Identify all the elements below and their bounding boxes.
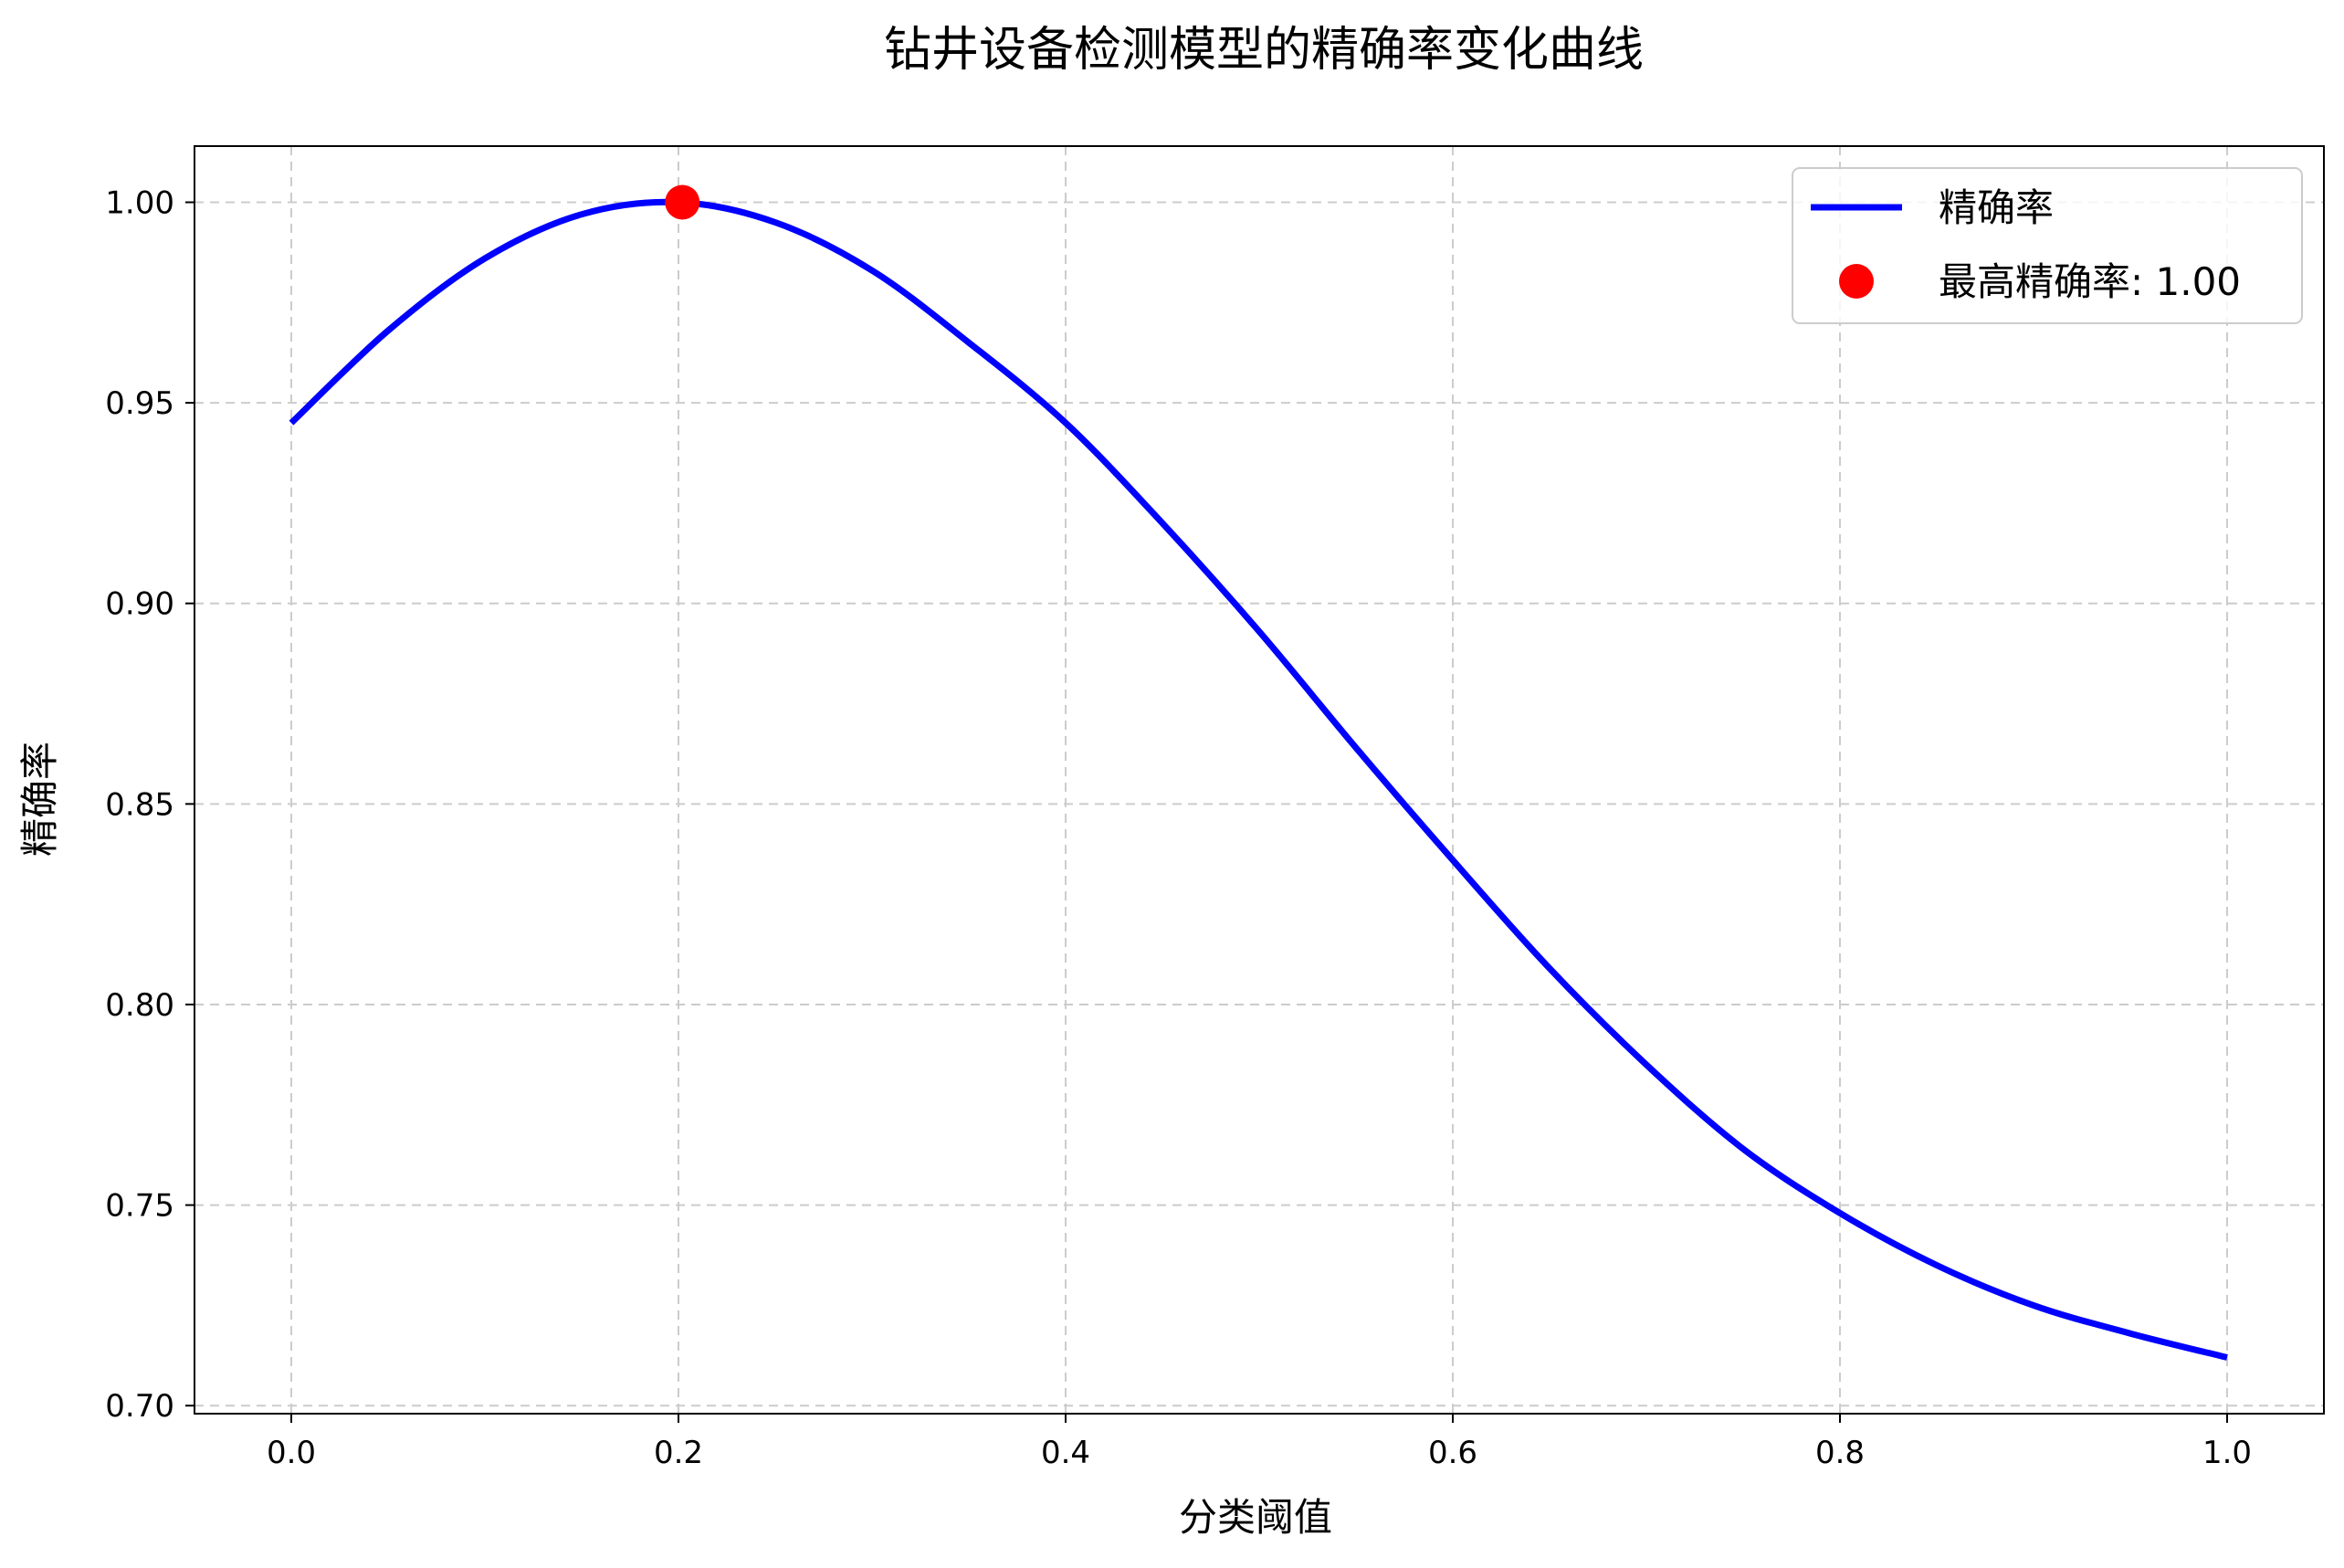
legend: 精确率 最高精确率: 1.00 [1792, 167, 2303, 324]
axes-frame [194, 145, 2325, 1415]
legend-label-max: 最高精确率: 1.00 [1939, 259, 2241, 304]
x-axis-label: 分类阈值 [1179, 1495, 1332, 1540]
x-tick-label: 1.0 [2202, 1435, 2252, 1471]
y-tick-label: 0.75 [105, 1188, 174, 1225]
legend-marker-swatch [1839, 264, 1874, 299]
x-tick-label: 0.8 [1815, 1435, 1865, 1471]
plot-area [289, 184, 2228, 1361]
y-axis-label: 精确率 [17, 742, 62, 857]
y-tick-label: 1.00 [105, 184, 174, 221]
y-tick-label: 0.80 [105, 987, 174, 1024]
legend-box [1792, 167, 2303, 324]
x-tick-label: 0.4 [1041, 1435, 1090, 1471]
y-tick-label: 0.85 [105, 786, 174, 823]
x-tick-label: 0.2 [654, 1435, 703, 1471]
max-precision-point [665, 184, 700, 220]
axes: 0.0 0.2 0.4 0.6 0.8 1.0 0.70 0.75 0.80 0.85 0.90 0.… [105, 145, 2325, 1471]
chart-title: 钻井设备检测模型的精确率变化曲线 [884, 23, 1644, 78]
y-tick-label: 0.70 [105, 1388, 174, 1425]
legend-label-precision: 精确率 [1939, 185, 2054, 230]
x-tick-label: 0.6 [1428, 1435, 1477, 1471]
y-tick-label: 0.90 [105, 586, 174, 623]
grid-lines [194, 146, 2324, 1414]
series-line-precision [289, 198, 2228, 1361]
y-tick-label: 0.95 [105, 385, 174, 422]
x-tick-label: 0.0 [267, 1435, 316, 1471]
